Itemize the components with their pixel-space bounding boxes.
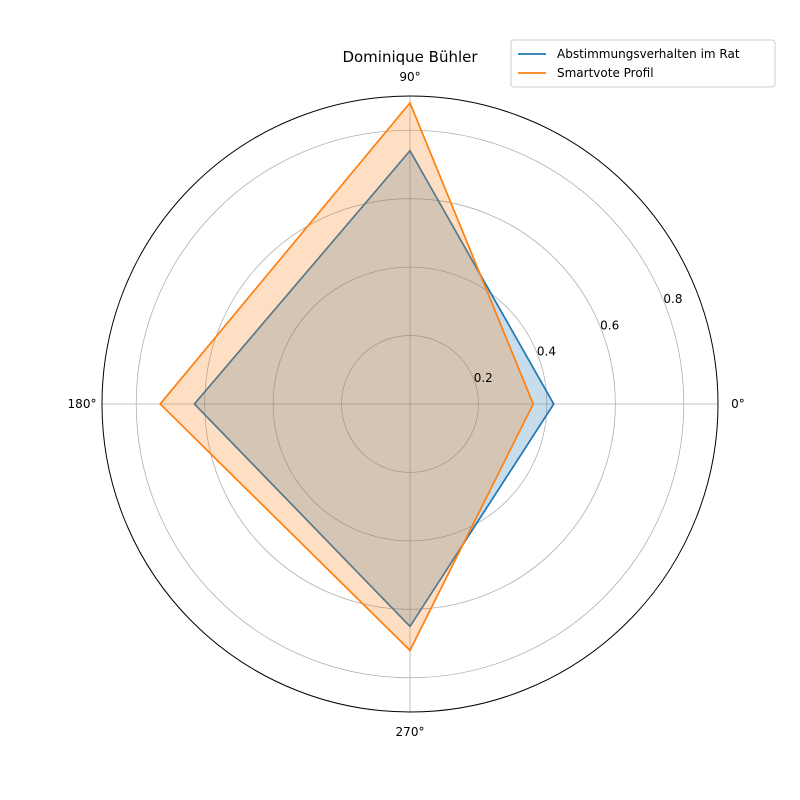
polar-frame [101, 95, 719, 713]
radial-tick-label: 0.4 [537, 345, 556, 359]
legend-frame [510, 39, 776, 88]
angle-tick-label: 0° [731, 397, 745, 411]
radial-grid [102, 96, 718, 712]
angle-tick-label: 90° [399, 70, 420, 84]
radial-tick-label: 0.6 [600, 318, 619, 332]
series-area [160, 102, 534, 651]
radial-tick-label: 0.2 [474, 371, 493, 385]
angle-tick-label: 180° [68, 397, 97, 411]
legend-label: Smartvote Profil [557, 66, 654, 80]
series-layer [159, 101, 555, 652]
radial-tick-label: 0.8 [663, 292, 682, 306]
legend-label: Abstimmungsverhalten im Rat [557, 47, 740, 61]
legend: Abstimmungsverhalten im Rat Smartvote Pro… [510, 39, 776, 88]
chart-title: Dominique Bühler [342, 48, 478, 66]
tick-labels: 0° 90° 180° 270° 0.2 0.4 0.6 0.8 [68, 70, 745, 739]
series-area [194, 150, 554, 627]
angle-tick-label: 270° [396, 725, 425, 739]
